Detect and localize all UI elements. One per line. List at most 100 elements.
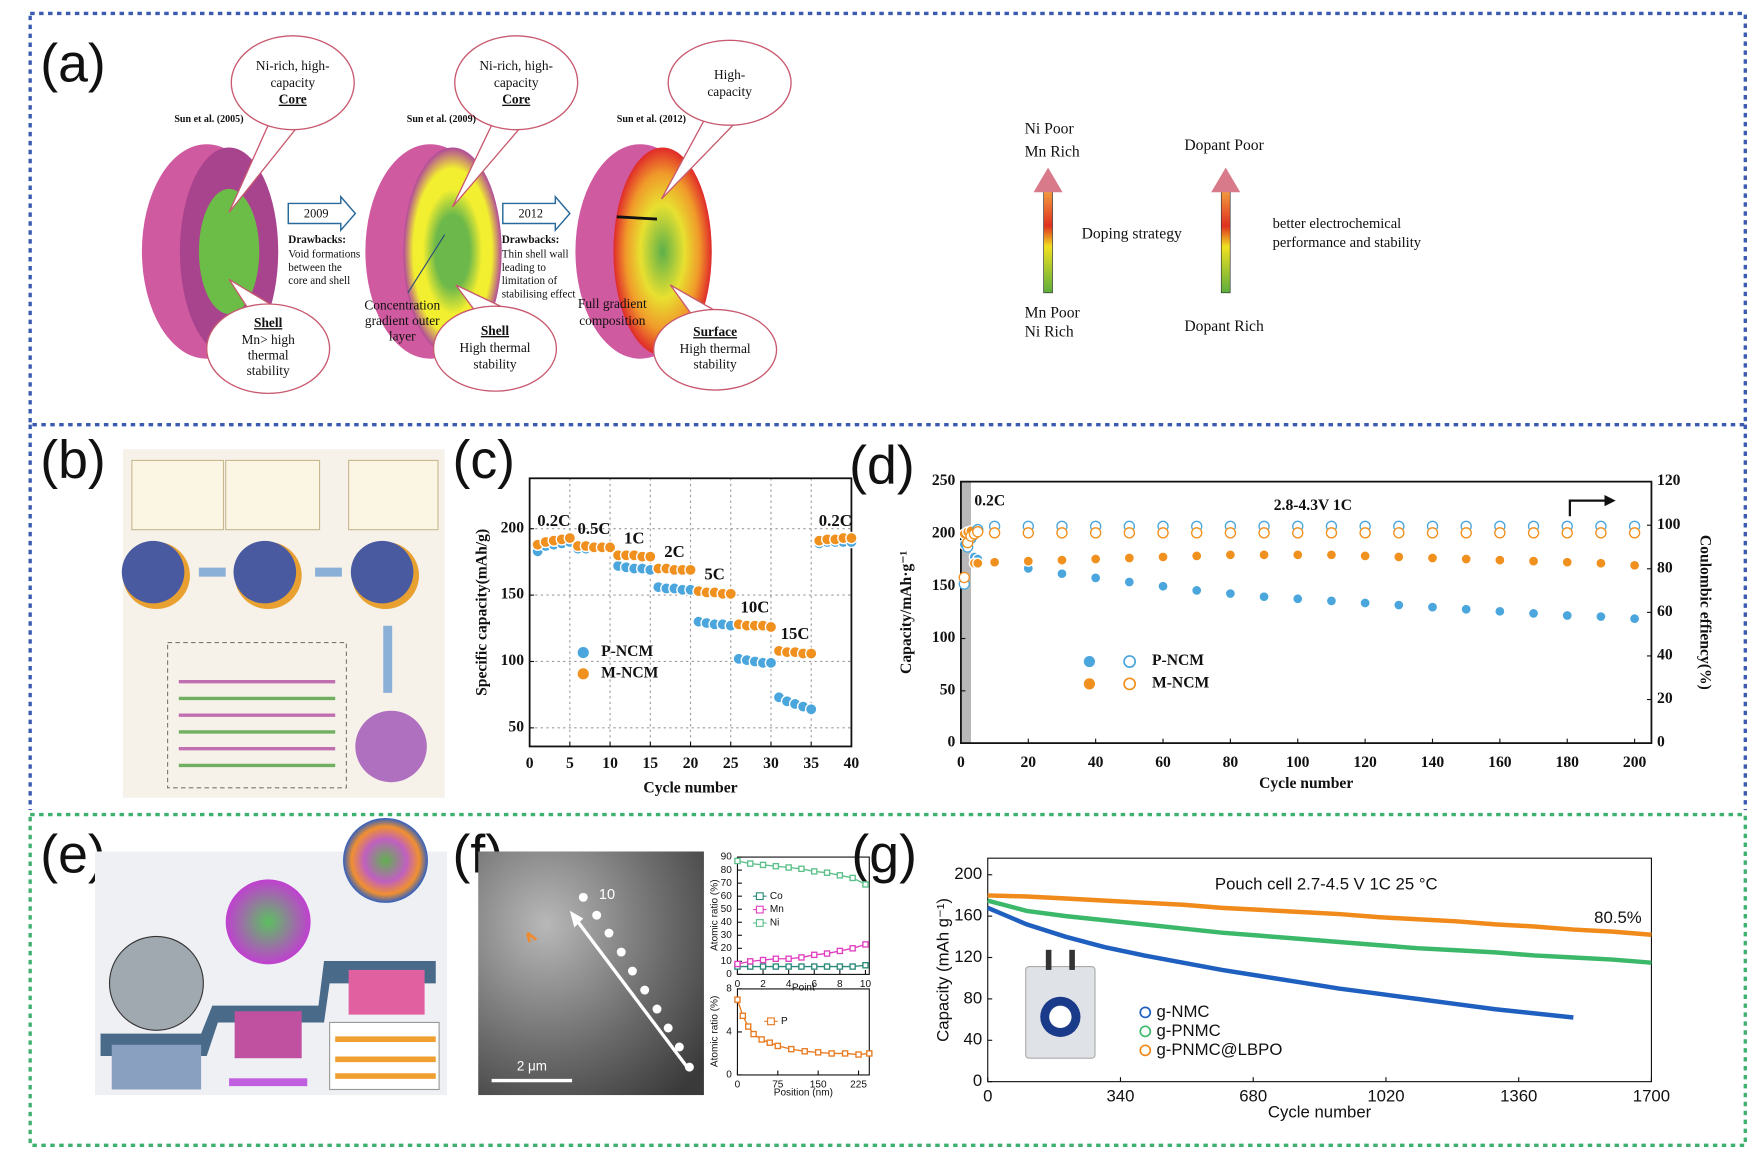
x-tick-label: 0: [983, 1087, 992, 1106]
legend-marker: [1123, 655, 1137, 668]
legend-label: P: [781, 1016, 788, 1027]
rate-label: 1C: [624, 528, 644, 547]
drawbacks-text: limitation of: [502, 275, 558, 287]
y-tick-label: 8: [726, 984, 732, 995]
drawbacks-text: Thin shell wall: [502, 248, 569, 260]
series: [734, 857, 869, 888]
marker: [958, 571, 970, 584]
marker: [972, 557, 984, 569]
marker: [739, 1012, 747, 1020]
arrow-shaft: [1043, 189, 1053, 294]
legend-label: P-NCM: [601, 643, 653, 660]
bubble: [454, 35, 579, 131]
y-tick-label: 150: [932, 577, 956, 594]
marker: [823, 869, 831, 876]
legend-marker: [755, 892, 764, 901]
line-scan: [574, 917, 689, 1069]
plot-frame: [528, 477, 853, 748]
marker: [849, 874, 856, 882]
y2-tick-label: 60: [1657, 603, 1673, 620]
bubble-texts: Ni-rich, high- capacity Core Shell Mn> h…: [242, 58, 753, 378]
arrow-shaft: [1220, 189, 1231, 294]
plot-frame: [736, 856, 870, 975]
plot-frame: [736, 988, 870, 1076]
dopant-text: better electrochemical: [1273, 216, 1402, 232]
bubble-text: capacity: [270, 75, 315, 90]
plot-frame: [960, 480, 1653, 744]
note: Full gradient: [578, 296, 647, 311]
rate-label: 15C: [781, 624, 810, 643]
x-tick-label: 0: [526, 755, 534, 772]
arrow-label: 2009: [304, 206, 329, 220]
legend-label: M-NCM: [1152, 674, 1210, 691]
x-tick-label: 30: [763, 755, 779, 772]
pouch-inset: [1025, 949, 1096, 1059]
y2-tick-label: 0: [1657, 734, 1665, 751]
y-axis-label: Capacity/mAh·g⁻¹: [898, 550, 915, 673]
study-label: Sun et al. (2005): [174, 114, 243, 125]
marker: [759, 861, 767, 869]
y-tick-label: 200: [932, 525, 956, 542]
series: [987, 893, 1652, 937]
series: [958, 531, 1641, 625]
legend-marker: [1139, 1025, 1152, 1038]
scan-point: [592, 910, 602, 920]
drawbacks-text: Void formations: [288, 248, 360, 260]
marker: [764, 656, 778, 670]
scan-point: [684, 1062, 694, 1072]
marker: [1123, 552, 1136, 564]
marker: [1292, 549, 1304, 561]
x-tick-label: 1360: [1500, 1087, 1537, 1106]
note: composition: [579, 313, 646, 328]
legend-label: Co: [770, 891, 783, 902]
marker: [1359, 550, 1371, 562]
rate-label: 0.2C: [537, 511, 570, 530]
x-tick-label: 2: [760, 979, 766, 990]
marker: [1561, 527, 1573, 539]
marker: [603, 541, 617, 554]
x-axis-label: Point: [792, 982, 815, 993]
particle: [355, 710, 427, 783]
y-axis-label: Atomic ratio (%): [710, 996, 721, 1067]
marker: [1393, 551, 1405, 563]
scan-point: [604, 928, 614, 938]
marker: [1494, 605, 1506, 618]
bubble-term: Shell: [481, 323, 510, 338]
marker: [1056, 567, 1068, 580]
x-tick-label: 150: [810, 1080, 827, 1091]
series-line: [987, 898, 1652, 965]
arrow-label: 2012: [518, 206, 543, 220]
marker: [972, 526, 984, 538]
marker: [836, 963, 844, 970]
marker: [1595, 527, 1607, 539]
marker: [811, 868, 818, 875]
marker: [1628, 527, 1641, 539]
marker: [1527, 527, 1540, 539]
frame-eg: [28, 812, 1747, 1148]
marker: [1123, 527, 1136, 539]
marker: [855, 1051, 862, 1058]
y2-tick-label: 80: [1657, 559, 1673, 576]
x-tick-label: 10: [602, 755, 618, 772]
axis-arrow: [1568, 499, 1607, 517]
bubbles: [206, 35, 792, 395]
series: [987, 898, 1652, 965]
y-tick-label: 80: [964, 988, 983, 1007]
marker: [1022, 527, 1034, 539]
y-tick-label: 60: [721, 891, 733, 902]
panel-label: (b): [40, 430, 106, 490]
x-axis-label: Position (nm): [774, 1087, 833, 1098]
marker: [1460, 553, 1472, 565]
bubble: [652, 308, 778, 391]
bubble-term: Core: [502, 92, 530, 107]
y-tick-label: 80: [721, 865, 733, 876]
y-tick-label: 250: [932, 472, 956, 489]
legend-label: Mn: [770, 904, 784, 915]
y2-tick-label: 100: [1657, 516, 1681, 533]
x-tick-label: 20: [683, 755, 699, 772]
panel-label: (g): [851, 824, 917, 884]
shaded-region: [960, 481, 972, 744]
chart: 0 340 680 1020 1360 1700 0 40 80 120 160 200 Cycle n…: [934, 857, 1670, 1121]
layers: [178, 679, 336, 751]
